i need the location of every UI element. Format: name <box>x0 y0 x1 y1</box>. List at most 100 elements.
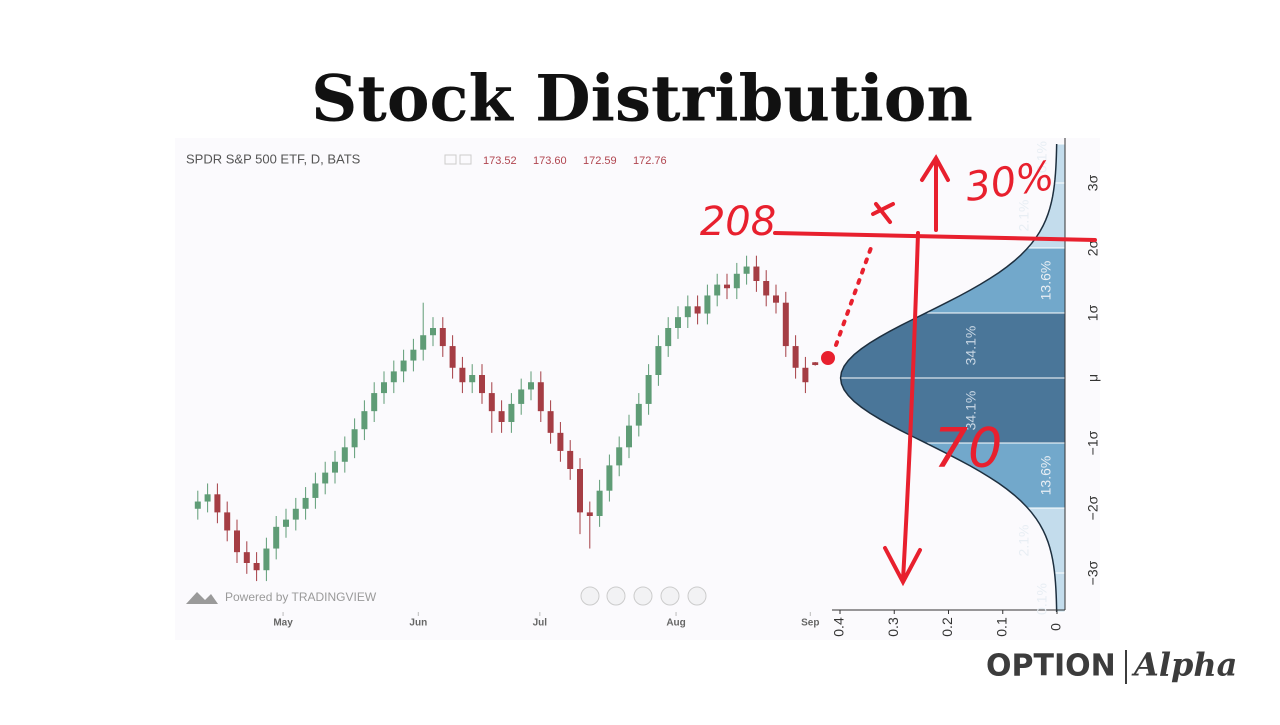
candle-body <box>224 512 231 531</box>
quote-value: 172.76 <box>633 155 667 167</box>
candle-body <box>371 393 378 412</box>
quote-value: 173.52 <box>483 155 517 167</box>
nav-button[interactable] <box>580 586 600 606</box>
chart-title: SPDR S&P 500 ETF, D, BATS <box>186 151 361 166</box>
candle-body <box>439 328 446 347</box>
candle-body <box>753 266 760 281</box>
candle-body <box>773 295 779 303</box>
band-label: 2.1% <box>1016 200 1032 232</box>
icon <box>444 154 457 165</box>
candle-body <box>675 317 681 328</box>
candle-body <box>547 411 554 433</box>
sigma-label: 3σ <box>1085 174 1101 191</box>
hand-line <box>773 231 1097 242</box>
candle-body <box>704 295 711 314</box>
candle-body <box>557 432 564 451</box>
candle-body <box>312 483 319 498</box>
candle-body <box>528 382 534 390</box>
candle-body <box>606 465 613 491</box>
candle-body <box>302 497 309 509</box>
sigma-label: −3σ <box>1085 560 1101 585</box>
candle-body <box>782 302 789 347</box>
candle-body <box>449 346 456 368</box>
sigma-label: μ <box>1085 374 1101 382</box>
hand-arrow-down <box>883 231 922 587</box>
hand-208: 208 <box>700 199 776 245</box>
handwriting <box>773 154 1097 587</box>
candle-body <box>508 403 515 422</box>
candle-body <box>665 328 672 347</box>
icon <box>459 154 472 165</box>
distribution: 0.4 0.3 0.2 0.1 0 3σ 2σ 1σ μ −1σ −2σ −3σ 0.1% 2.1% 13.… <box>831 138 1101 637</box>
nav-button[interactable] <box>606 586 626 606</box>
candle-body <box>292 508 299 520</box>
nav-button[interactable] <box>687 586 707 606</box>
candle-body <box>459 367 466 383</box>
bell-curve <box>839 143 1058 613</box>
candle-body <box>733 273 740 289</box>
candle-body <box>381 382 387 394</box>
candle-body <box>322 472 329 484</box>
hand-arrow-up <box>920 154 950 232</box>
candle-body <box>724 284 730 289</box>
watermark-logo <box>186 592 218 604</box>
candle-body <box>390 371 397 383</box>
candle-body <box>263 548 270 571</box>
quote-value: 173.60 <box>533 155 567 167</box>
x-tick-label: Aug <box>666 618 685 629</box>
nav-button[interactable] <box>633 586 653 606</box>
candle-body <box>234 530 240 553</box>
hand-dots <box>834 243 874 347</box>
candle-body <box>351 429 358 448</box>
candle-body <box>802 367 809 383</box>
hand-70: 70 <box>934 417 1003 480</box>
nav-button[interactable] <box>660 586 680 606</box>
candle-body <box>479 375 485 394</box>
candle-body <box>410 349 417 361</box>
x-tick-label: Jul <box>533 618 548 629</box>
candle-body <box>214 494 221 513</box>
sigma-label: −2σ <box>1085 495 1101 520</box>
candle-body <box>596 490 603 516</box>
quote-value: 172.59 <box>583 155 617 167</box>
candle-body <box>341 447 348 462</box>
candle-body <box>763 281 770 296</box>
quote-group: 173.52 173.60 172.59 172.76 <box>483 155 667 167</box>
candle-body <box>469 375 476 383</box>
logo-left: OPTION <box>986 649 1116 684</box>
sigma-label: 2σ <box>1085 239 1101 256</box>
x-tick-label: Jun <box>409 618 427 629</box>
slide-title: Stock Distribution <box>311 62 973 137</box>
x-tick-label: 0.4 <box>831 617 847 637</box>
watermark: Powered by TRADINGVIEW <box>225 590 377 604</box>
candles: May Jun Jul Aug Sep <box>194 255 819 629</box>
x-tick-label: 0.2 <box>939 617 955 637</box>
candle-body <box>332 461 338 473</box>
candle-body <box>645 375 652 404</box>
candle-body <box>518 389 525 404</box>
hand-dot <box>821 351 835 365</box>
band-label: 34.1% <box>963 391 979 431</box>
candle-body <box>626 425 632 448</box>
candle-body <box>498 411 505 422</box>
candle-body <box>586 512 593 516</box>
band-label: 2.1% <box>1016 525 1032 557</box>
candle-body <box>577 469 583 513</box>
candle-body <box>488 393 495 412</box>
band-label: 13.6% <box>1038 456 1054 496</box>
candle-body <box>812 362 819 366</box>
candle-body <box>273 526 280 549</box>
sigma-label: 1σ <box>1085 304 1101 321</box>
candle-body <box>204 494 211 502</box>
hand-x <box>871 202 895 224</box>
candle-body <box>243 552 250 563</box>
x-tick-label: 0.1 <box>993 617 1009 637</box>
band-label: 0.1% <box>1034 583 1050 615</box>
band-label: 13.6% <box>1038 261 1054 301</box>
x-tick-label: May <box>273 618 293 629</box>
candle-body <box>430 328 436 336</box>
x-tick-label: 0 <box>1048 623 1064 631</box>
candle-body <box>283 519 289 527</box>
candle-body <box>792 346 799 368</box>
